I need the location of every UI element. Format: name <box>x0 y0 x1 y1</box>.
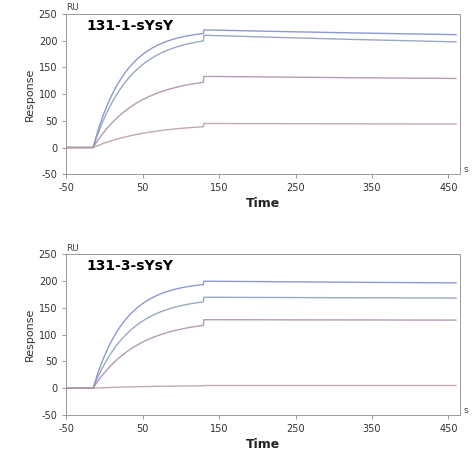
Text: 131-1-sYsY: 131-1-sYsY <box>86 18 173 33</box>
Y-axis label: Response: Response <box>25 308 35 361</box>
X-axis label: Time: Time <box>246 197 280 211</box>
Y-axis label: Response: Response <box>25 67 35 121</box>
Text: s: s <box>464 165 468 174</box>
Text: RU: RU <box>66 244 79 253</box>
X-axis label: Time: Time <box>246 438 280 451</box>
Text: 131-3-sYsY: 131-3-sYsY <box>86 259 173 273</box>
Text: s: s <box>464 406 468 415</box>
Text: RU: RU <box>66 3 79 12</box>
